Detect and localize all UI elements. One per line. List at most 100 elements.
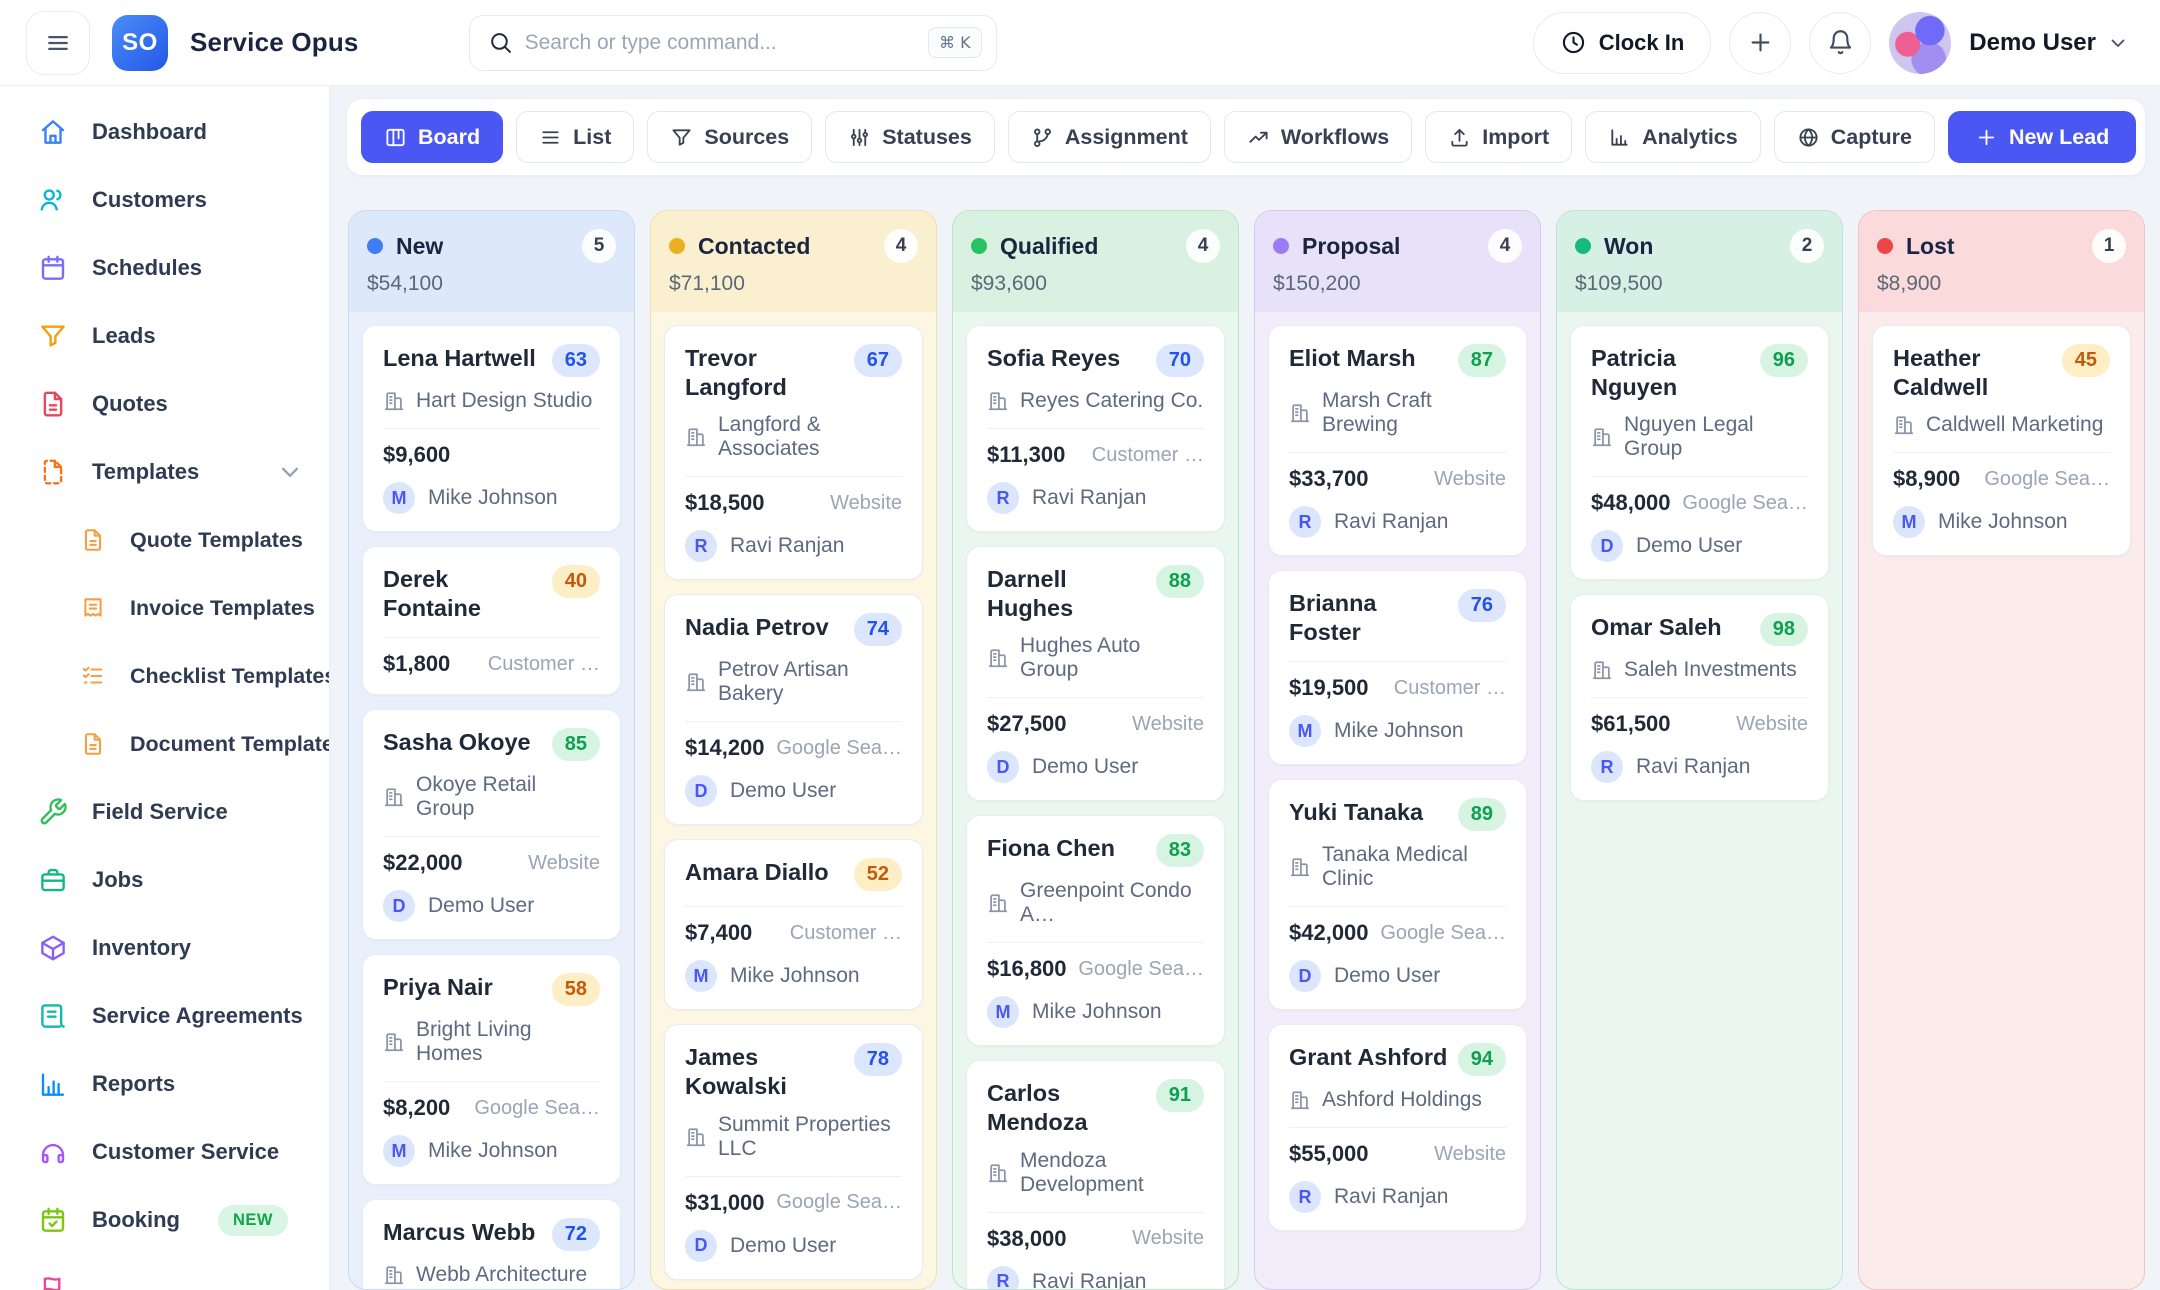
lead-company: Langford & Associates [718,413,821,461]
lead-name: Yuki Tanaka [1289,799,1424,826]
column-header[interactable]: Contacted 4 $71,100 [651,211,936,312]
toolbar: Board List Sources Statuses Assignment Workfl… [346,98,2146,176]
sidebar-item-inventory[interactable]: Inventory [0,914,329,982]
sidebar-item-label: Inventory [92,935,192,960]
lead-source: Customer … [487,652,600,675]
status-dot-icon [1877,238,1893,254]
card-divider [1289,906,1506,908]
lead-amount: $16,800 [987,956,1067,982]
package-icon [38,933,68,963]
sidebar-item-checklist-templates[interactable]: Checklist Templates [0,642,329,710]
sidebar-nav: Dashboard Customers Schedules Leads Quotes Te… [0,98,329,1290]
sidebar-item-service-agreements[interactable]: Service Agreements [0,982,329,1050]
tab-workflows[interactable]: Workflows [1223,111,1413,163]
lead-card[interactable]: Heather Caldwell 45 Caldwell Marketing $8,9… [1872,325,2131,557]
column-title: Won [1604,232,1654,259]
sidebar-item-quote-templates[interactable]: Quote Templates [0,506,329,574]
column-header[interactable]: Qualified 4 $93,600 [953,211,1238,312]
lead-card[interactable]: Eliot Marsh 87 Marsh Craft Brewing $33,700 W… [1268,325,1527,556]
owner-avatar: R [987,482,1019,514]
add-button[interactable] [1729,11,1792,74]
lead-card[interactable]: James Kowalski 78 Summit Properties LLC $31… [664,1024,923,1280]
sidebar-item-label: Checklist Templates [130,663,330,688]
column-header[interactable]: Lost 1 $8,900 [1859,211,2144,312]
column-count: 4 [884,229,918,263]
sidebar-item-booking[interactable]: Booking NEW [0,1186,329,1254]
lead-card[interactable]: Lena Hartwell 63 Hart Design Studio $9,600 M… [362,325,621,532]
tab-sources[interactable]: Sources [647,111,813,163]
kanban-column-won: Won 2 $109,500 Patricia Nguyen 96 Nguyen Lega… [1556,210,1843,1290]
lead-card[interactable]: Sofia Reyes 70 Reyes Catering Co. $11,300 Cu… [966,325,1225,532]
sidebar-item-document-templates[interactable]: Document Templates [0,710,329,778]
sidebar-item-label: Jobs [92,867,144,892]
lead-card[interactable]: Yuki Tanaka 89 Tanaka Medical Clinic $42,00… [1268,779,1527,1011]
building-icon [383,786,405,808]
lead-card[interactable]: Derek Fontaine 40 $1,800 Customer … [362,546,621,696]
column-header[interactable]: Proposal 4 $150,200 [1255,211,1540,312]
column-title: Proposal [1302,232,1401,259]
tab-board[interactable]: Board [361,111,504,163]
avatar[interactable] [1889,11,1952,74]
column-body: Trevor Langford 67 Langford & Associates $1… [651,312,936,1289]
owner-avatar: M [1289,715,1321,748]
lead-card[interactable]: Nadia Petrov 74 Petrov Artisan Bakery $14,2… [664,594,923,826]
sidebar-item-field-service[interactable]: Field Service [0,778,329,846]
sidebar-item-reports[interactable]: Reports [0,1050,329,1118]
sidebar-item-customers[interactable]: Customers [0,166,329,234]
sidebar-item-customer-service[interactable]: Customer Service [0,1118,329,1186]
card-divider [685,906,902,908]
lead-company: Webb Architecture [416,1263,588,1287]
sidebar-item-label: Invoice Templates [130,595,315,620]
lead-card[interactable]: Omar Saleh 98 Saleh Investments $61,500 Webs… [1570,594,1829,802]
lead-score-badge: 58 [551,973,600,1007]
lead-amount: $11,300 [987,442,1066,467]
sidebar-item-invoice-templates[interactable]: Invoice Templates [0,574,329,642]
sidebar-item-extra[interactable] [0,1254,329,1290]
sidebar-item-jobs[interactable]: Jobs [0,846,329,914]
lead-card[interactable]: Darnell Hughes 88 Hughes Auto Group $27,500… [966,546,1225,802]
tab-list[interactable]: List [516,111,635,163]
tab-analytics[interactable]: Analytics [1585,111,1761,163]
tab-statuses[interactable]: Statuses [825,111,995,163]
column-title: Contacted [698,232,811,259]
lead-amount: $38,000 [987,1225,1067,1251]
sidebar-item-templates[interactable]: Templates [0,438,329,506]
lead-name: James Kowalski [685,1044,787,1099]
sidebar-item-quotes[interactable]: Quotes [0,370,329,438]
lead-card[interactable]: Grant Ashford 94 Ashford Holdings $55,000 We… [1268,1024,1527,1232]
search-bar[interactable]: ⌘ K [468,14,997,71]
lead-card[interactable]: Amara Diallo 52 $7,400 Customer … M Mike John… [664,839,923,1011]
lead-card[interactable]: Carlos Mendoza 91 Mendoza Development $38,0… [966,1060,1225,1289]
clock-in-button[interactable]: Clock In [1532,11,1712,74]
lead-card[interactable]: Sasha Okoye 85 Okoye Retail Group $22,000 We… [362,709,621,941]
search-input[interactable] [524,30,917,55]
lead-card[interactable]: Patricia Nguyen 96 Nguyen Legal Group $48,0… [1570,325,1829,581]
tab-capture[interactable]: Capture [1773,111,1935,163]
card-divider [987,428,1204,429]
kanban-column-proposal: Proposal 4 $150,200 Eliot Marsh 87 Marsh Craf… [1254,210,1541,1290]
user-menu[interactable]: Demo User [1969,29,2130,57]
column-header[interactable]: Won 2 $109,500 [1557,211,1842,312]
tab-import[interactable]: Import [1425,111,1573,163]
sidebar-item-schedules[interactable]: Schedules [0,234,329,302]
sidebar-item-dashboard[interactable]: Dashboard [0,98,329,166]
new-lead-button[interactable]: New Lead [1947,111,2137,163]
lead-card[interactable]: Brianna Foster 76 $19,500 Customer … M Mike J… [1268,570,1527,766]
calendar-check-icon [38,1205,68,1235]
sidebar-item-leads[interactable]: Leads [0,302,329,370]
hamburger-menu-button[interactable] [26,10,90,75]
lead-company: Nguyen Legal Group [1624,413,1754,461]
tab-assignment[interactable]: Assignment [1007,111,1211,163]
lead-source: Google Sea… [1682,491,1808,514]
lead-name: Derek Fontaine [383,566,481,621]
lead-source: Google Sea… [1984,467,2110,490]
tab-label: Workflows [1280,124,1390,149]
card-divider [1591,697,1808,699]
notifications-button[interactable] [1809,11,1872,74]
lead-company: Marsh Craft Brewing [1322,389,1432,436]
lead-card[interactable]: Fiona Chen 83 Greenpoint Condo A… $16,800 Go… [966,815,1225,1047]
column-header[interactable]: New 5 $54,100 [349,211,634,312]
lead-card[interactable]: Priya Nair 58 Bright Living Homes $8,200 Goo… [362,954,621,1186]
lead-card[interactable]: Trevor Langford 67 Langford & Associates $1… [664,325,923,581]
